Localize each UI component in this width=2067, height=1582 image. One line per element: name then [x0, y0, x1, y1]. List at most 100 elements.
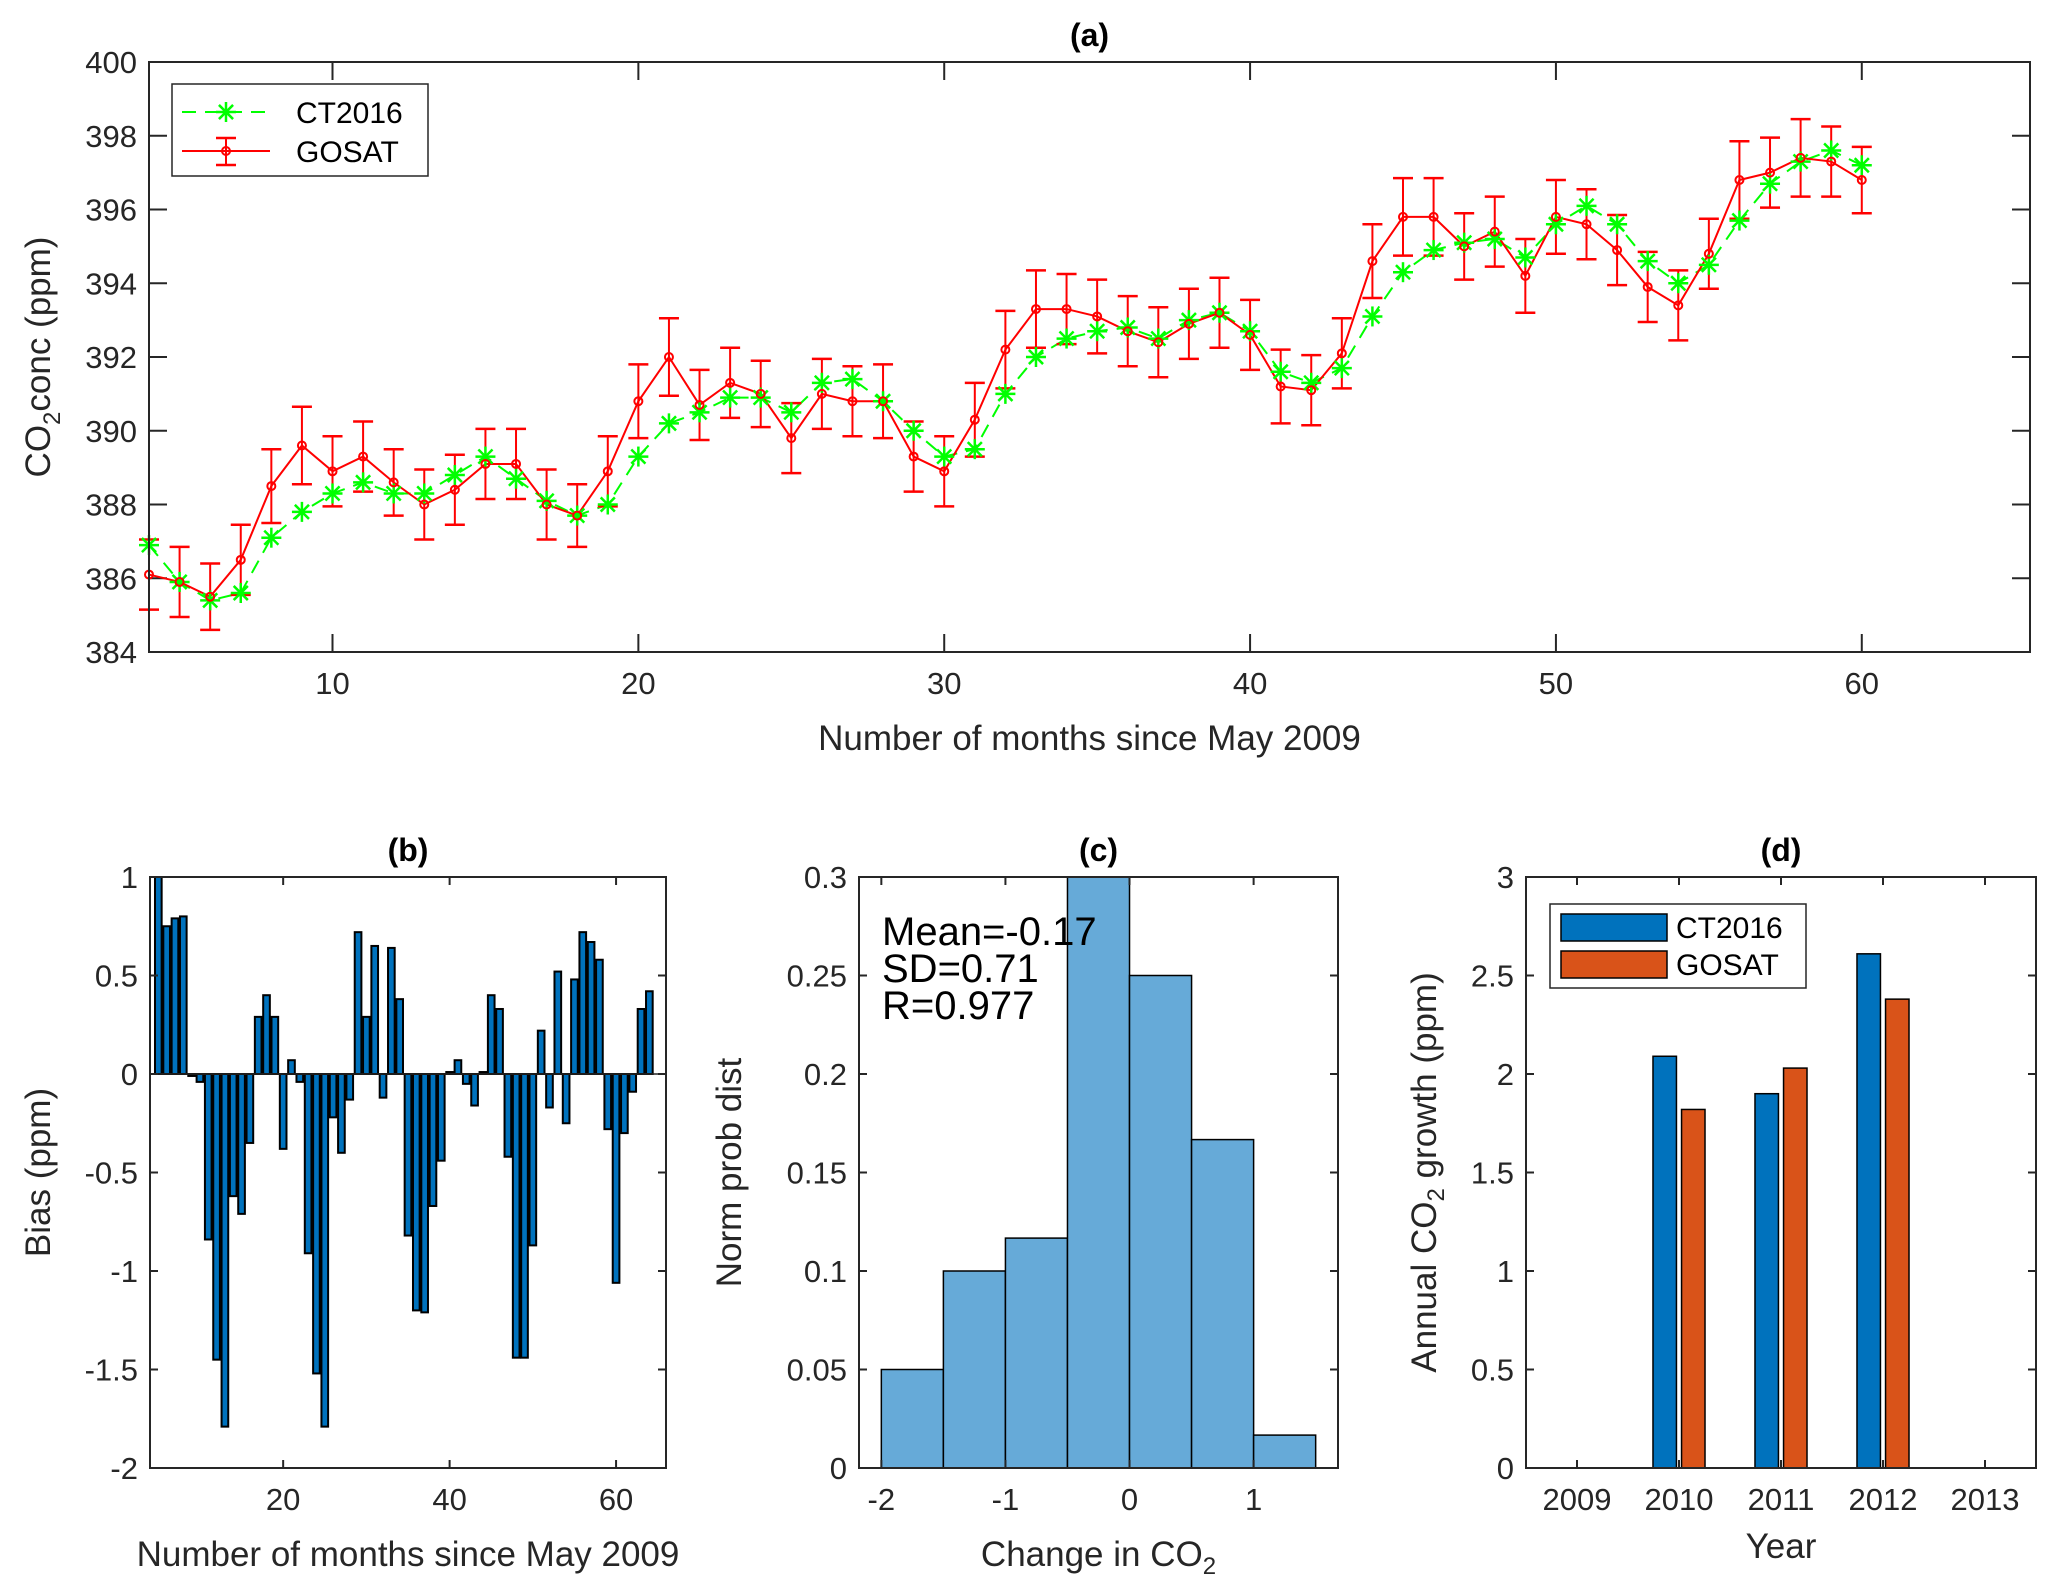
y-axis-label: Norm prob dist [710, 1057, 749, 1287]
gosat-point [1826, 156, 1837, 167]
bias-bar [178, 915, 188, 1076]
ct2016-point [444, 465, 465, 485]
gosat-point [449, 484, 460, 495]
x-tick-label: 20 [621, 666, 655, 701]
asterisk-stroke [1211, 304, 1228, 321]
bias-bar [586, 941, 596, 1076]
y-axis-label: Annual CO2 growth (ppm) [1405, 972, 1450, 1372]
gosat-point [296, 440, 307, 451]
asterisk-stroke [1058, 330, 1075, 347]
ct2016-point [720, 387, 741, 408]
legend-gosat-swatch [1560, 950, 1668, 979]
bias-bar [486, 994, 496, 1076]
bias-bar [420, 1073, 429, 1314]
asterisk-stroke [1700, 256, 1717, 273]
y-tick-label: 384 [85, 635, 137, 670]
gosat-point [1367, 256, 1378, 267]
axes-frame-a [148, 61, 2031, 653]
ct2016-point [1301, 372, 1322, 393]
bias-bar [461, 1073, 471, 1085]
x-tick-label: 2013 [1951, 1482, 2020, 1517]
gosat-point [1642, 281, 1653, 292]
gosat-point [541, 499, 552, 510]
gosat-point [1000, 344, 1011, 355]
y-tick-label: 398 [85, 119, 137, 154]
x-tick-label: 1 [1245, 1482, 1262, 1517]
legend-box [171, 83, 429, 177]
bias-bar [387, 946, 396, 1075]
asterisk-stroke [844, 371, 861, 388]
asterisk-stroke [218, 104, 234, 120]
ct2016-point [1362, 306, 1383, 327]
y-tick-label: 0.5 [95, 959, 138, 994]
bias-bar [453, 1059, 463, 1075]
axes-frame-d [1525, 876, 2037, 1469]
gosat-point [1214, 307, 1225, 318]
bias-bar [303, 1073, 313, 1255]
ct2016-point [1484, 229, 1505, 249]
ct2016-point [506, 468, 527, 489]
asterisk-stroke [446, 467, 463, 483]
gosat-point [1856, 175, 1867, 185]
asterisk-stroke [1731, 212, 1748, 229]
gosat-point [388, 477, 399, 488]
gosat-point [511, 458, 522, 469]
panel-title: (d) [1761, 832, 1802, 868]
gosat-point [1550, 211, 1561, 222]
x-tick-label: 40 [432, 1482, 466, 1517]
ct2016-point [842, 369, 863, 390]
gosat-point [694, 399, 705, 410]
y-tick-label: 0.1 [804, 1254, 847, 1289]
x-label-main: Change in CO [981, 1535, 1203, 1574]
asterisk-stroke [1639, 253, 1656, 270]
y-tick-label: 1 [1497, 1254, 1514, 1289]
legend-gosat-label: GOSAT [1676, 949, 1779, 982]
y-tick-label: 0 [121, 1057, 138, 1092]
gosat-point [1612, 245, 1623, 256]
ct2016-point [1515, 247, 1536, 268]
x-tick-label: 40 [1233, 666, 1267, 701]
gosat-point [633, 396, 644, 407]
ct2016-point [475, 446, 496, 467]
ct2016-point [169, 571, 190, 592]
ct2016-point [628, 446, 649, 467]
gosat-point [908, 451, 919, 462]
bias-bar [528, 1073, 538, 1247]
legend-ct2016-label: CT2016 [296, 97, 403, 130]
asterisk-stroke [691, 404, 708, 421]
ct2016-point [1668, 273, 1689, 294]
asterisk-stroke [1089, 323, 1106, 340]
legend-gosat-marker [221, 146, 231, 156]
histogram-bin [1190, 1138, 1255, 1469]
gosat-point [266, 481, 277, 492]
bias-bar [270, 1015, 280, 1075]
y-tick-label: 396 [85, 193, 137, 228]
gosat-point [1428, 211, 1439, 222]
ct2016-point [1209, 302, 1230, 323]
bias-bar [628, 1073, 638, 1093]
bias-bar [378, 1073, 388, 1099]
asterisk-stroke [293, 503, 310, 520]
asterisk-stroke [997, 385, 1014, 402]
ct2016-point [353, 472, 374, 493]
bias-bar [536, 1029, 546, 1076]
bias-bar [253, 1015, 263, 1075]
ct2016-point [1545, 214, 1566, 235]
growth-bar-gosat [1782, 1067, 1808, 1469]
legend-d: CT2016 GOSAT [1549, 903, 1807, 989]
gosat-point [725, 377, 736, 388]
bias-bar [520, 1073, 529, 1359]
asterisk-stroke [355, 474, 372, 491]
x-tick-label: 2012 [1849, 1482, 1918, 1517]
x-tick-label: 10 [315, 666, 349, 701]
gosat-point [878, 396, 889, 407]
gosat-point [755, 388, 766, 399]
ct2016-point [1331, 358, 1352, 379]
gosat-point [1581, 219, 1592, 230]
legend-a: CT2016 GOSAT [171, 83, 429, 177]
bias-bar [511, 1073, 521, 1359]
gosat-point [1459, 241, 1470, 252]
panel-b: (b) -2 -1.5 -1 -0.5 0 0.5 1 20 40 60 Number of mont… [19, 832, 679, 1574]
asterisk-stroke [1578, 197, 1595, 214]
y-tick-label: -0.5 [85, 1156, 138, 1191]
